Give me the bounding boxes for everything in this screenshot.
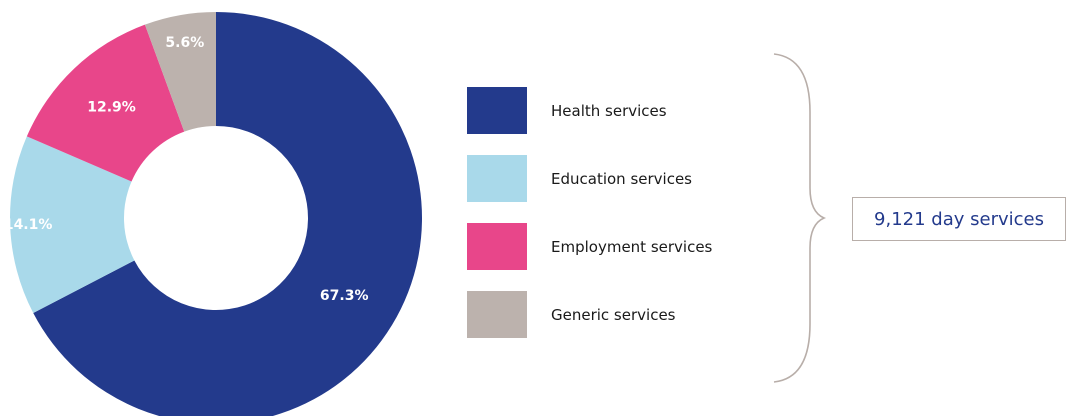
legend-swatch-education <box>467 155 527 202</box>
slice-label-employment: 12.9% <box>87 100 136 116</box>
slice-label-health: 67.3% <box>320 288 369 304</box>
total-day-services-box: 9,121 day services <box>852 197 1066 241</box>
legend-item-generic: Generic services <box>467 291 712 338</box>
slice-label-education: 14.1% <box>4 217 53 233</box>
legend-swatch-health <box>467 87 527 134</box>
slice-health <box>33 12 422 416</box>
slice-generic <box>144 12 216 132</box>
legend-label-education: Education services <box>551 169 692 188</box>
legend-swatch-employment <box>467 223 527 270</box>
slice-education <box>9 136 135 314</box>
legend-item-education: Education services <box>467 155 712 202</box>
legend-label-generic: Generic services <box>551 305 676 324</box>
legend-item-employment: Employment services <box>467 223 712 270</box>
curly-brace-path <box>773 53 827 383</box>
legend-swatch-generic <box>467 291 527 338</box>
donut-chart: 67.3% 14.1% 12.9% 5.6% <box>4 12 422 416</box>
legend-item-health: Health services <box>467 87 712 134</box>
slice-employment <box>26 24 185 182</box>
legend: Health services Education services Emplo… <box>467 87 712 359</box>
total-day-services-label: 9,121 day services <box>874 208 1044 230</box>
curly-brace <box>773 53 827 383</box>
legend-label-health: Health services <box>551 101 667 120</box>
legend-label-employment: Employment services <box>551 237 713 256</box>
slice-label-generic: 5.6% <box>165 35 204 51</box>
